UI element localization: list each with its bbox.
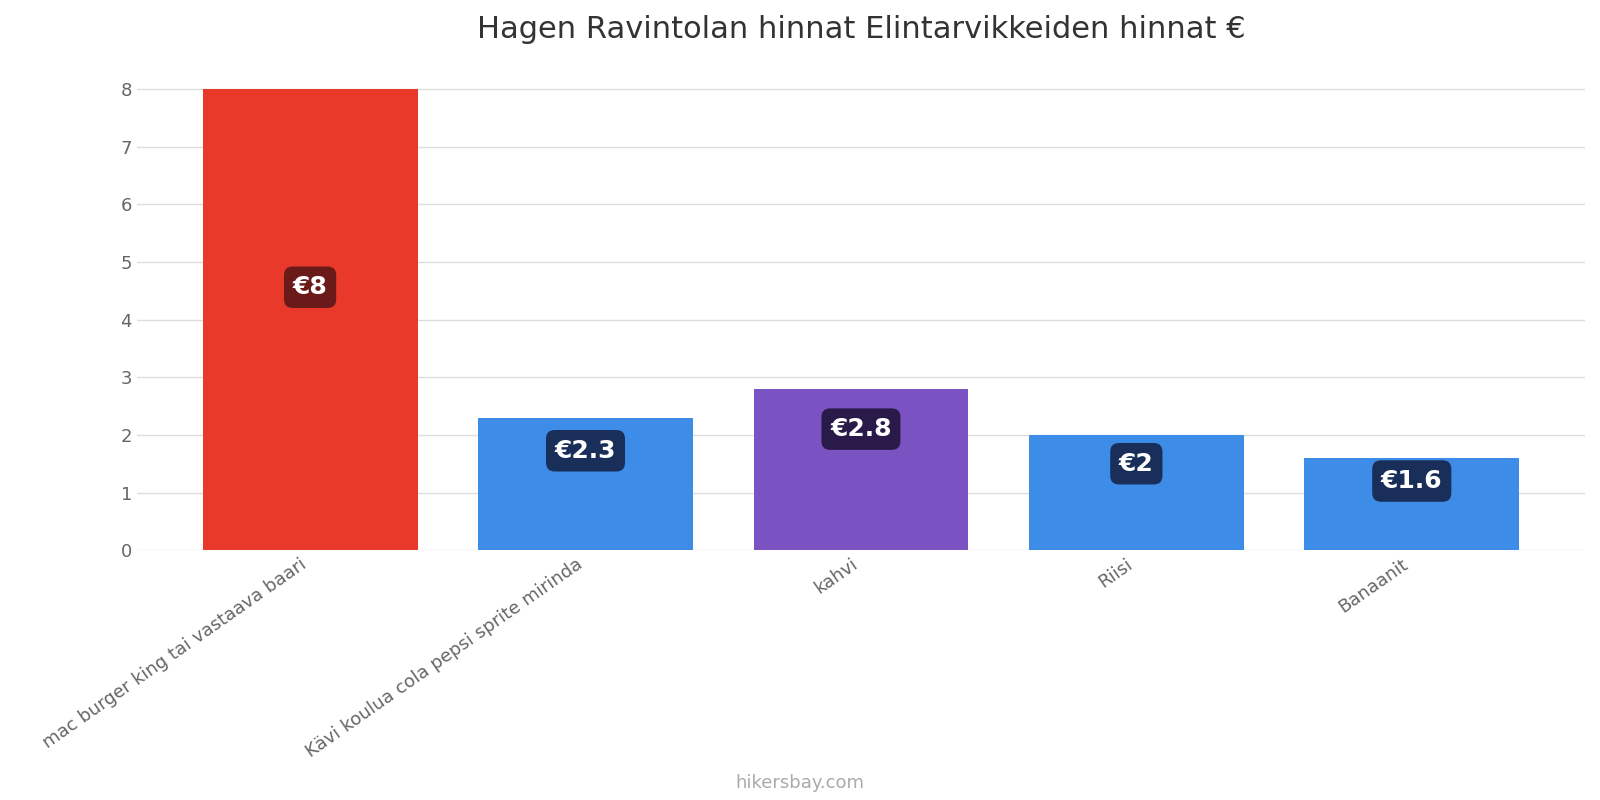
Bar: [754, 389, 968, 550]
Bar: [1029, 435, 1243, 550]
Bar: [1304, 458, 1518, 550]
Text: €2: €2: [1118, 452, 1154, 476]
Bar: [203, 89, 418, 550]
Text: €8: €8: [293, 275, 328, 299]
Text: €2.8: €2.8: [830, 417, 891, 441]
Text: hikersbay.com: hikersbay.com: [736, 774, 864, 792]
Title: Hagen Ravintolan hinnat Elintarvikkeiden hinnat €: Hagen Ravintolan hinnat Elintarvikkeiden…: [477, 15, 1245, 44]
Text: €1.6: €1.6: [1381, 469, 1443, 493]
Text: €2.3: €2.3: [555, 438, 616, 462]
Bar: [478, 418, 693, 550]
